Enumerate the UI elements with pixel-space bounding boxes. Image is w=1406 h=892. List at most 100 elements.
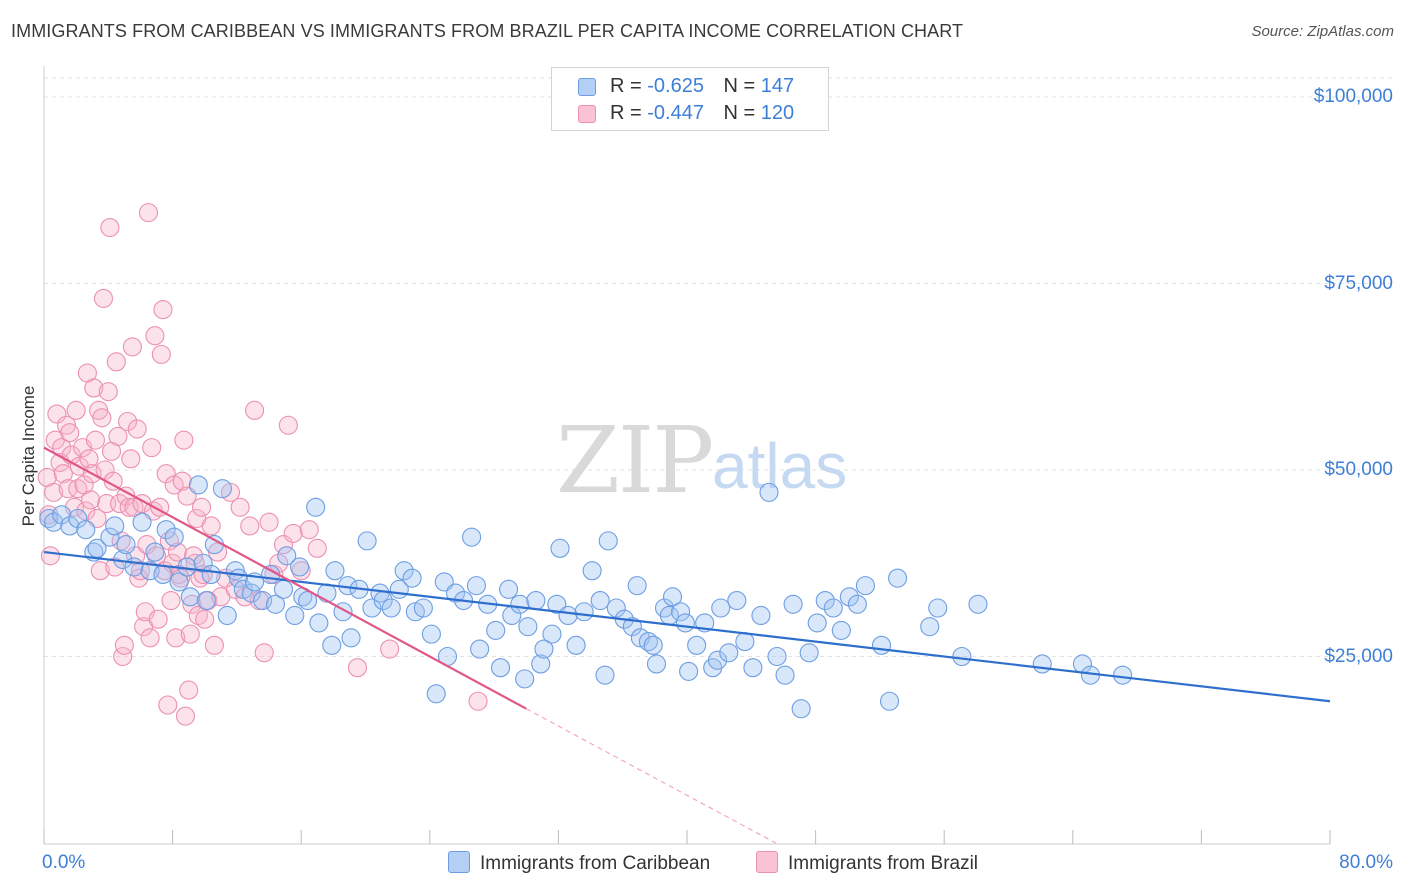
brazil-points: [37, 203, 488, 726]
brazil-point: [106, 352, 126, 372]
brazil-point: [81, 490, 101, 510]
brazil-point: [230, 497, 250, 517]
caribbean-point: [759, 482, 779, 502]
chart-title: IMMIGRANTS FROM CARIBBEAN VS IMMIGRANTS …: [11, 21, 964, 41]
brazil-point: [182, 594, 202, 614]
caribbean-point: [188, 475, 208, 495]
x-tick-label-min: 0.0%: [42, 852, 86, 873]
brazil-point: [119, 497, 139, 517]
brazil-point: [161, 590, 181, 611]
caribbean-point: [515, 669, 535, 689]
brazil-point: [254, 643, 274, 663]
caribbean-point: [196, 590, 216, 611]
caribbean-points: [39, 475, 1133, 719]
caribbean-point: [871, 635, 892, 655]
caribbean-point: [879, 691, 900, 711]
caribbean-point: [815, 590, 835, 611]
brazil-point: [105, 557, 125, 577]
caribbean-point: [153, 564, 173, 584]
brazil-point: [158, 695, 178, 715]
caribbean-point: [831, 620, 851, 640]
caribbean-point: [100, 527, 120, 547]
legend-swatch-caribbean: [578, 78, 596, 96]
caribbean-point: [116, 535, 136, 555]
brazil-point: [151, 344, 171, 364]
brazil-point: [98, 382, 118, 402]
y-tick-label: $100,000: [1313, 86, 1393, 107]
caribbean-trend-line: [43, 550, 1331, 703]
brazil-point: [145, 326, 165, 346]
legend-swatch-icon: [448, 850, 470, 873]
caribbean-point: [888, 568, 908, 588]
brazil-point: [85, 430, 105, 450]
legend-n-value: 147: [760, 75, 795, 97]
caribbean-point: [518, 617, 538, 637]
brazil-point: [76, 501, 96, 521]
caribbean-point: [60, 516, 80, 536]
brazil-point: [79, 449, 99, 469]
brazil-point: [92, 408, 112, 428]
x-tick-label-max: 80.0%: [1339, 852, 1393, 873]
caribbean-point: [855, 576, 875, 596]
caribbean-point: [499, 579, 519, 599]
caribbean-point: [201, 564, 221, 584]
caribbean-point: [44, 512, 64, 532]
brazil-point: [283, 523, 303, 543]
brazil-point: [188, 605, 208, 626]
brazil-point: [148, 609, 168, 629]
caribbean-point: [253, 590, 273, 611]
brazil-point: [129, 568, 149, 588]
brazil-point: [167, 542, 187, 562]
legend-n-label: N =: [723, 102, 756, 124]
brazil-trend-line: [43, 446, 527, 710]
brazil-point: [44, 482, 64, 502]
caribbean-point: [928, 598, 948, 618]
brazil-point: [153, 300, 173, 320]
caribbean-point: [606, 598, 626, 618]
bottom-legend-caribbean: Immigrants from Caribbean: [448, 850, 711, 876]
brazil-point: [180, 624, 200, 644]
caribbean-point: [526, 590, 546, 611]
caribbean-point: [357, 531, 377, 551]
caribbean-point: [687, 635, 707, 655]
brazil-point: [58, 479, 78, 499]
caribbean-point: [510, 594, 530, 614]
caribbean-point: [306, 497, 326, 517]
brazil-point: [166, 628, 186, 648]
caribbean-point: [470, 639, 490, 659]
brazil-point: [90, 561, 110, 581]
caribbean-point: [421, 624, 441, 644]
brazil-point: [114, 635, 134, 655]
brazil-point: [127, 419, 147, 439]
brazil-point: [95, 460, 115, 480]
brazil-point: [278, 415, 298, 435]
caribbean-point: [767, 646, 787, 667]
bottom-legend-brazil: Immigrants from Brazil: [756, 850, 978, 876]
caribbean-point: [590, 590, 610, 611]
trend-lines: [43, 446, 1331, 844]
caribbean-point: [164, 527, 184, 547]
legend-r-label: R =: [610, 102, 642, 124]
caribbean-point: [462, 527, 482, 547]
caribbean-point: [807, 613, 827, 633]
caribbean-point: [791, 699, 811, 719]
caribbean-point: [920, 617, 940, 637]
caribbean-point: [598, 531, 618, 551]
bottom-legend-label: Immigrants from Caribbean: [480, 853, 711, 874]
caribbean-point: [140, 561, 160, 581]
legend-swatch-icon: [756, 850, 778, 873]
caribbean-point: [52, 505, 72, 525]
legend-r-label: R =: [610, 75, 642, 97]
brazil-point: [273, 535, 294, 555]
caribbean-point: [582, 561, 602, 581]
brazil-point: [140, 628, 160, 648]
brazil-point: [195, 609, 215, 629]
caribbean-point: [317, 583, 337, 603]
caribbean-point: [180, 587, 200, 607]
caribbean-point: [751, 605, 771, 626]
caribbean-point: [968, 594, 988, 614]
caribbean-point: [204, 535, 224, 555]
caribbean-point: [309, 613, 329, 633]
caribbean-point: [574, 602, 594, 622]
